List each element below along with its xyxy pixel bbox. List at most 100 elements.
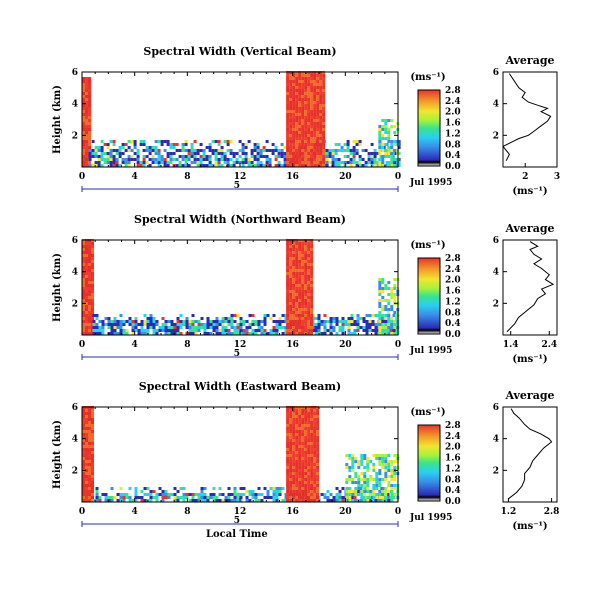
heatmap-cell xyxy=(304,83,308,86)
heatmap-cell xyxy=(304,158,308,161)
colorbar-tick-label: 2.0 xyxy=(445,276,461,286)
heatmap-cell xyxy=(313,140,317,143)
heatmap-cell xyxy=(140,329,144,332)
heatmap-cell xyxy=(298,116,302,119)
y-tick-label: 2 xyxy=(72,299,78,309)
heatmap-cell xyxy=(313,448,317,451)
heatmap-cell xyxy=(85,137,88,140)
heatmap-cell xyxy=(295,257,299,260)
heatmap-cell xyxy=(286,478,290,481)
heatmap-cell xyxy=(88,95,91,98)
heatmap-cell xyxy=(335,493,339,496)
heatmap-cell xyxy=(307,457,311,460)
heatmap-cell xyxy=(310,257,314,260)
heatmap-cell xyxy=(301,445,305,448)
heatmap-cell xyxy=(356,490,360,493)
heatmap-cell xyxy=(322,125,326,128)
heatmap-cell xyxy=(217,149,221,152)
heatmap-cell xyxy=(349,149,353,152)
heatmap-cell xyxy=(301,77,305,80)
heatmap-cell xyxy=(140,499,144,502)
heatmap-cell xyxy=(95,323,99,326)
heatmap-cell xyxy=(351,481,355,484)
heatmap-cell xyxy=(82,98,85,101)
heatmap-cell xyxy=(390,125,394,128)
heatmap-cell xyxy=(289,457,293,460)
heatmap-cell xyxy=(387,140,391,143)
heatmap-cell xyxy=(292,496,296,499)
heatmap-cell xyxy=(307,499,311,502)
heatmap-cell xyxy=(181,143,185,146)
heatmap-cell xyxy=(368,499,372,502)
heatmap-cell xyxy=(209,496,213,499)
heatmap-cell xyxy=(386,329,390,332)
heatmap-cell xyxy=(387,490,391,493)
heatmap-cell xyxy=(307,245,311,248)
heatmap-cell xyxy=(92,314,96,317)
heatmap-cell xyxy=(182,496,186,499)
heatmap-cell xyxy=(194,329,198,332)
heatmap-cell xyxy=(301,275,305,278)
heatmap-cell xyxy=(345,490,349,493)
avg-x-tick-label: 2 xyxy=(522,172,528,182)
heatmap-cell xyxy=(301,448,305,451)
heatmap-cell xyxy=(220,158,224,161)
average-frame xyxy=(502,406,558,503)
heatmap-cell xyxy=(301,116,305,119)
heatmap-cell xyxy=(307,439,311,442)
heatmap-cell xyxy=(91,269,94,272)
heatmap-cell xyxy=(310,442,314,445)
heatmap-cell xyxy=(304,284,308,287)
heatmap-cell xyxy=(304,131,308,134)
heatmap-cell xyxy=(289,317,293,320)
heatmap-cell xyxy=(338,493,342,496)
heatmap-cell xyxy=(301,457,305,460)
heatmap-cell xyxy=(281,332,285,335)
heatmap-cell xyxy=(304,451,308,454)
heatmap-cell xyxy=(298,131,302,134)
heatmap-cell xyxy=(307,332,311,335)
heatmap-cell xyxy=(377,314,381,317)
heatmap-cell xyxy=(226,143,230,146)
heatmap-cell xyxy=(127,161,131,164)
heatmap-cell xyxy=(292,164,296,167)
heatmap-cell xyxy=(298,83,302,86)
heatmap-cell xyxy=(310,248,314,251)
heatmap-cell xyxy=(280,155,284,158)
heatmap-cell xyxy=(301,242,305,245)
heatmap-cell xyxy=(295,134,299,137)
heatmap-cell xyxy=(157,140,161,143)
heatmap-cell xyxy=(110,499,114,502)
heatmap-cell xyxy=(286,146,290,149)
heatmap-cell xyxy=(166,164,170,167)
heatmap-cell xyxy=(295,275,299,278)
heatmap-cell xyxy=(329,323,333,326)
heatmap-cell xyxy=(344,499,348,502)
heatmap-cell xyxy=(310,287,314,290)
heatmap-cell xyxy=(239,320,243,323)
heatmap-cell xyxy=(256,161,260,164)
heatmap-cell xyxy=(326,490,330,493)
heatmap-cell xyxy=(298,266,302,269)
heatmap-cell xyxy=(322,164,326,167)
heatmap-cell xyxy=(203,323,207,326)
heatmap-cell xyxy=(88,323,91,326)
heatmap-cell xyxy=(286,445,290,448)
heatmap-cell xyxy=(295,269,299,272)
heatmap-cell xyxy=(301,92,305,95)
heatmap-cell xyxy=(158,329,162,332)
heatmap-cell xyxy=(319,86,323,89)
heatmap-cell xyxy=(298,122,302,125)
heatmap-cell xyxy=(289,481,293,484)
heatmap-cell xyxy=(188,320,192,323)
heatmap-cell xyxy=(393,284,397,287)
heatmap-cell xyxy=(374,314,378,317)
heatmap-cell xyxy=(85,478,88,481)
heatmap-cell xyxy=(152,317,156,320)
heatmap-cell xyxy=(82,499,85,502)
heatmap-cell xyxy=(317,323,321,326)
heatmap-cell xyxy=(107,499,111,502)
heatmap-cell xyxy=(160,155,164,158)
heatmap-cell xyxy=(88,290,91,293)
